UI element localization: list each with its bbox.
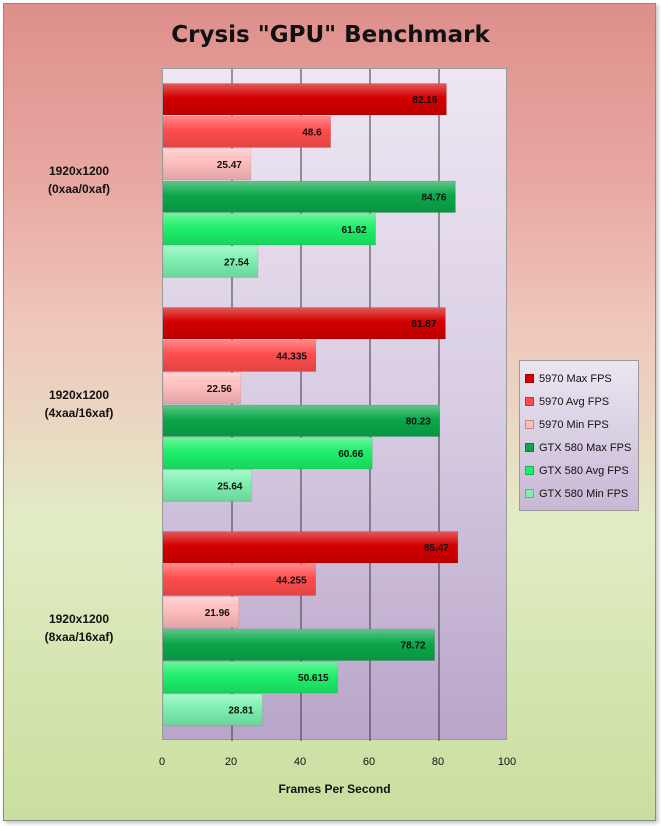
bar — [163, 628, 435, 661]
data-label: 48.6 — [302, 127, 322, 138]
bar — [163, 372, 242, 405]
legend-label: GTX 580 Max FPS — [539, 441, 632, 454]
data-label: 22.56 — [207, 384, 232, 395]
legend-item: GTX 580 Max FPS — [520, 436, 638, 459]
category-label-line: (4xaa/16xaf) — [44, 406, 114, 420]
legend-swatch — [525, 420, 534, 429]
legend-label: 5970 Avg FPS — [539, 395, 610, 408]
data-label: 27.54 — [224, 257, 249, 268]
bars-svg: 82.16 48.6 25.47 84.76 61.62 27.54 81.87 44.335… — [163, 69, 459, 741]
category-label: 1920x1200 (8xaa/16xaf) — [4, 610, 154, 646]
category-label-line: 1920x1200 — [48, 164, 110, 178]
x-tick-label: 100 — [497, 756, 517, 768]
bar — [163, 213, 376, 246]
category-label: 1920x1200 (0xaa/0xaf) — [4, 162, 154, 198]
legend-swatch — [525, 466, 534, 475]
category-label-line: (0xaa/0xaf) — [47, 182, 111, 196]
bar — [163, 83, 447, 116]
data-label: 80.23 — [406, 416, 431, 427]
data-label: 85.47 — [424, 543, 449, 554]
plot-area: 82.16 48.6 25.47 84.76 61.62 27.54 81.87 44.335… — [162, 68, 507, 741]
legend-swatch — [525, 443, 534, 452]
x-tick-label: 0 — [158, 756, 166, 768]
legend-swatch — [525, 489, 534, 498]
bar — [163, 307, 446, 340]
data-label: 78.72 — [401, 640, 426, 651]
bar — [163, 115, 331, 148]
bar — [163, 693, 263, 726]
data-label: 25.47 — [217, 160, 242, 171]
data-label: 25.64 — [217, 481, 242, 492]
bar — [163, 437, 373, 470]
legend-label: GTX 580 Avg FPS — [539, 464, 629, 477]
bar — [163, 563, 316, 596]
legend-swatch — [525, 397, 534, 406]
bar — [163, 469, 252, 502]
legend-label: GTX 580 Min FPS — [539, 487, 629, 500]
legend-item: GTX 580 Avg FPS — [520, 459, 638, 482]
data-label: 60.66 — [338, 449, 363, 460]
data-label: 82.16 — [412, 95, 437, 106]
data-label: 84.76 — [421, 192, 446, 203]
data-label: 28.81 — [228, 705, 253, 716]
legend-swatch — [525, 374, 534, 383]
bar — [163, 180, 456, 213]
x-axis-title: Frames Per Second — [278, 782, 391, 796]
bar — [163, 148, 252, 181]
legend-item: 5970 Min FPS — [520, 413, 638, 436]
data-label: 21.96 — [205, 608, 230, 619]
legend-label: 5970 Min FPS — [539, 418, 609, 431]
data-label: 81.87 — [411, 319, 436, 330]
x-tick-label: 60 — [362, 756, 376, 768]
bar — [163, 661, 338, 694]
data-label: 44.255 — [276, 575, 307, 586]
x-tick-label: 20 — [224, 756, 238, 768]
data-label: 50.615 — [298, 673, 329, 684]
category-label-line: 1920x1200 — [48, 388, 110, 402]
category-label: 1920x1200 (4xaa/16xaf) — [4, 386, 154, 422]
bar — [163, 245, 259, 278]
legend-label: 5970 Max FPS — [539, 372, 612, 385]
x-tick-label: 40 — [293, 756, 307, 768]
data-label: 44.335 — [276, 351, 307, 362]
legend-item: 5970 Avg FPS — [520, 390, 638, 413]
legend-item: GTX 580 Min FPS — [520, 482, 638, 505]
legend-item: 5970 Max FPS — [520, 367, 638, 390]
chart-title: Crysis "GPU" Benchmark — [171, 22, 490, 48]
category-label-line: (8xaa/16xaf) — [44, 630, 114, 644]
bar — [163, 404, 441, 437]
bar — [163, 596, 240, 629]
bar — [163, 531, 459, 564]
x-tick-label: 80 — [431, 756, 445, 768]
legend: 5970 Max FPS 5970 Avg FPS 5970 Min FPS GTX … — [519, 360, 639, 511]
bar — [163, 339, 317, 372]
data-label: 61.62 — [342, 225, 367, 236]
category-label-line: 1920x1200 — [48, 612, 110, 626]
